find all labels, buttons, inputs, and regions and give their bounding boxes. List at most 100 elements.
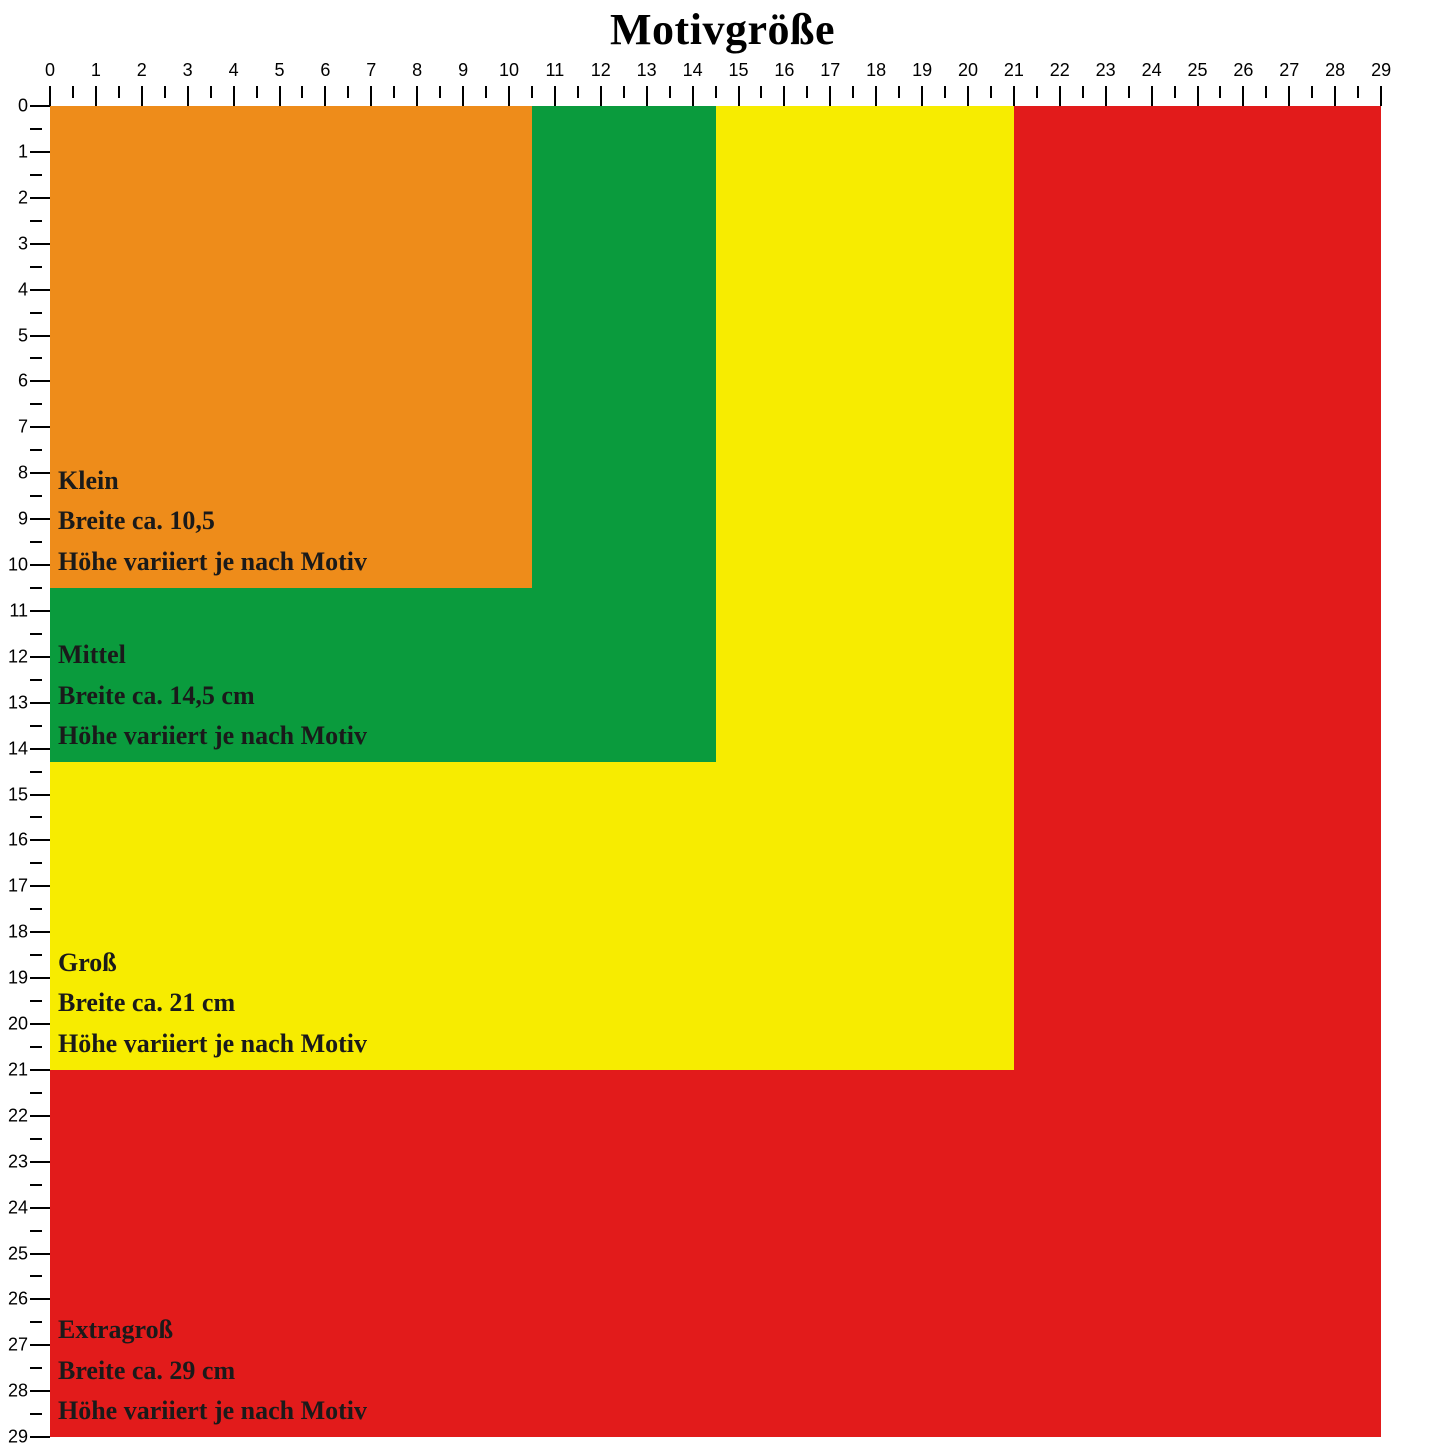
size-label-line: Höhe variiert je nach Motiv [58,716,367,756]
size-label-line: Breite ca. 14,5 cm [58,676,367,716]
ruler-h-tick-major [462,86,464,106]
ruler-h-label: 1 [91,60,101,81]
chart-title: Motivgröße [0,4,1445,55]
ruler-h-tick-major [141,86,143,106]
ruler-v-tick-minor [30,1413,42,1415]
ruler-v-tick-minor [30,1138,42,1140]
ruler-v-tick-minor [30,587,42,589]
ruler-v-tick-minor [30,1184,42,1186]
ruler-h-label: 28 [1325,60,1345,81]
ruler-h-tick-minor [210,86,212,98]
ruler-h-tick-minor [944,86,946,98]
size-label-line: Breite ca. 29 cm [58,1351,367,1391]
ruler-v-tick-minor [30,679,42,681]
ruler-v-label: 29 [2,1427,28,1448]
size-label-line: Breite ca. 10,5 [58,501,367,541]
size-label-extragroß: ExtragroßBreite ca. 29 cmHöhe variiert j… [58,1310,367,1431]
ruler-h-tick-minor [301,86,303,98]
ruler-h-tick-major [600,86,602,106]
ruler-h-label: 29 [1371,60,1391,81]
ruler-v-tick-minor [30,174,42,176]
ruler-h-tick-major [1105,86,1107,106]
ruler-v-tick-major [30,105,50,107]
ruler-h-tick-major [233,86,235,106]
ruler-v-tick-minor [30,954,42,956]
ruler-v-tick-major [30,702,50,704]
ruler-v-tick-major [30,1069,50,1071]
ruler-v-label: 28 [2,1381,28,1402]
ruler-v-tick-minor [30,1230,42,1232]
ruler-v-tick-major [30,1207,50,1209]
ruler-h-tick-minor [715,86,717,98]
ruler-v-label: 4 [2,279,28,300]
ruler-v-tick-major [30,1161,50,1163]
ruler-h-tick-minor [1219,86,1221,98]
ruler-v-tick-minor [30,862,42,864]
ruler-h-tick-minor [485,86,487,98]
ruler-h-tick-minor [1036,86,1038,98]
ruler-v-tick-major [30,289,50,291]
ruler-v-label: 25 [2,1243,28,1264]
ruler-h-tick-major [1197,86,1199,106]
ruler-h-tick-major [1059,86,1061,106]
ruler-h-tick-minor [347,86,349,98]
ruler-h-tick-minor [1311,86,1313,98]
size-label-groß: GroßBreite ca. 21 cmHöhe variiert je nac… [58,943,367,1064]
ruler-h-tick-minor [1265,86,1267,98]
ruler-v-label: 13 [2,692,28,713]
ruler-h-tick-major [95,86,97,106]
ruler-v-tick-minor [30,633,42,635]
ruler-h-tick-minor [72,86,74,98]
ruler-v-tick-minor [30,1046,42,1048]
size-label-line: Höhe variiert je nach Motiv [58,1391,367,1431]
ruler-h-label: 23 [1096,60,1116,81]
ruler-h-tick-minor [990,86,992,98]
ruler-h-label: 17 [820,60,840,81]
ruler-v-tick-minor [30,1367,42,1369]
ruler-h-tick-major [829,86,831,106]
ruler-v-tick-major [30,885,50,887]
ruler-h-tick-major [1013,86,1015,106]
ruler-v-label: 9 [2,509,28,530]
ruler-v-label: 20 [2,1014,28,1035]
ruler-h-label: 2 [137,60,147,81]
size-box-klein: KleinBreite ca. 10,5Höhe variiert je nac… [50,106,532,588]
ruler-h-tick-minor [118,86,120,98]
ruler-h-tick-minor [577,86,579,98]
ruler-h-label: 27 [1279,60,1299,81]
ruler-h-label: 10 [499,60,519,81]
ruler-v-label: 24 [2,1197,28,1218]
ruler-h-tick-major [692,86,694,106]
ruler-h-label: 15 [728,60,748,81]
ruler-h-tick-major [921,86,923,106]
ruler-h-tick-major [875,86,877,106]
ruler-v-tick-minor [30,495,42,497]
ruler-h-label: 5 [274,60,284,81]
ruler-h-tick-major [1151,86,1153,106]
ruler-horizontal: 0123456789101112131415161718192021222324… [0,56,1445,106]
ruler-v-label: 19 [2,968,28,989]
ruler-v-tick-major [30,656,50,658]
ruler-h-tick-major [370,86,372,106]
size-label-line: Breite ca. 21 cm [58,983,367,1023]
ruler-v-tick-minor [30,1321,42,1323]
ruler-v-tick-minor [30,1275,42,1277]
ruler-h-tick-minor [1082,86,1084,98]
ruler-h-tick-major [187,86,189,106]
ruler-h-tick-major [554,86,556,106]
ruler-h-tick-minor [439,86,441,98]
ruler-h-tick-minor [852,86,854,98]
ruler-h-label: 9 [458,60,468,81]
ruler-h-label: 7 [366,60,376,81]
ruler-v-label: 16 [2,830,28,851]
ruler-h-tick-major [324,86,326,106]
ruler-h-label: 14 [683,60,703,81]
ruler-h-label: 12 [591,60,611,81]
ruler-v-tick-major [30,1253,50,1255]
ruler-v-label: 8 [2,463,28,484]
ruler-v-tick-major [30,748,50,750]
ruler-v-label: 17 [2,876,28,897]
size-label-line: Mittel [58,635,367,675]
ruler-h-tick-minor [1357,86,1359,98]
ruler-v-tick-major [30,472,50,474]
